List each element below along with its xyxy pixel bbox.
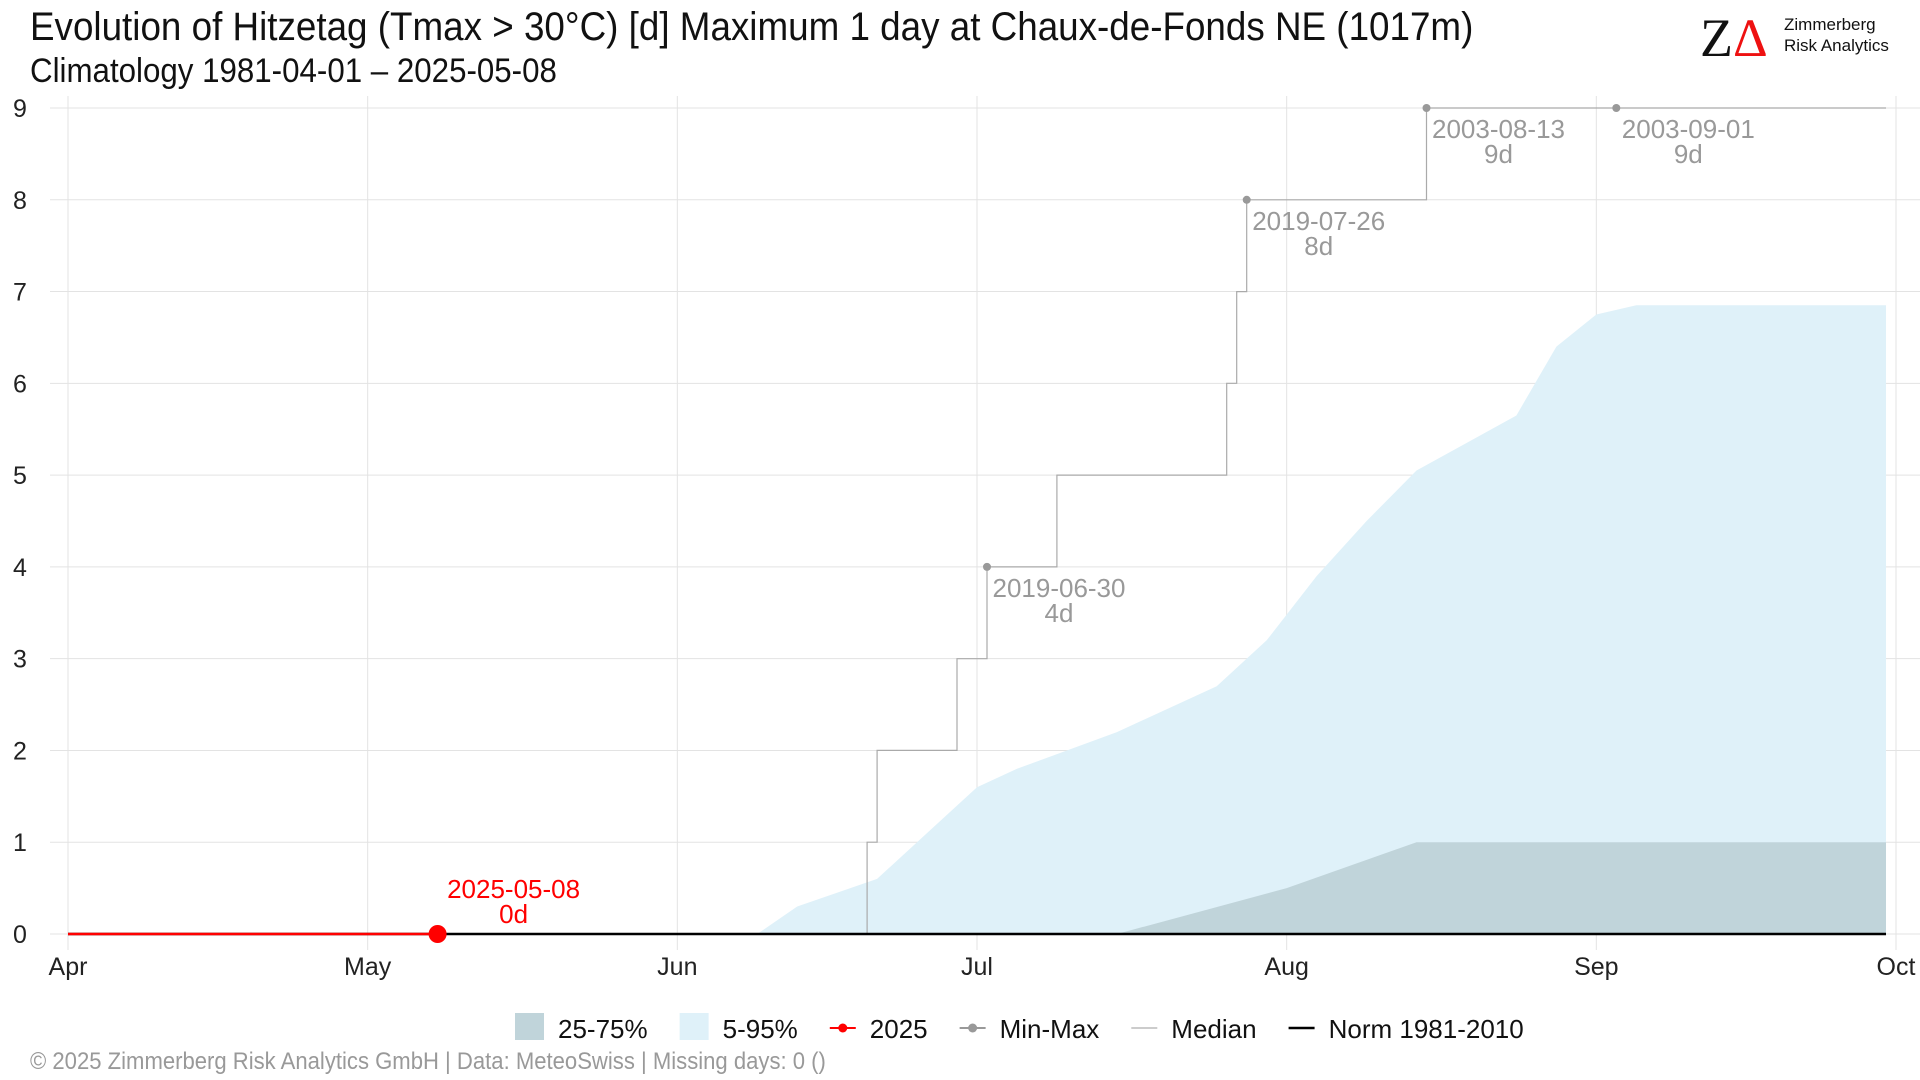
y-tick-label: 4 [13, 554, 27, 582]
y-tick-label: 6 [13, 370, 27, 398]
x-tick-label: Aug [1264, 953, 1308, 981]
chart-subtitle: Climatology 1981-04-01 – 2025-05-08 [30, 52, 557, 90]
band-25-75 [68, 842, 1886, 934]
min-max-date-label: 2019-07-26 [1252, 206, 1385, 236]
y-tick-label: 8 [13, 187, 27, 215]
band-5-95 [68, 305, 1886, 934]
y-tick-label: 0 [13, 921, 27, 949]
min-max-point [982, 562, 991, 571]
legend: 25-75% 5-95% 2025 Min-Max Median Norm 1981-20… [515, 1013, 1524, 1040]
min-max-point [1242, 195, 1251, 204]
y-tick-label: 3 [13, 646, 27, 674]
logo-mark: ZΔ [1700, 8, 1768, 68]
y-tick-label: 7 [13, 279, 27, 307]
annotations: 2019-06-304d2019-07-268d2003-08-139d2003… [447, 104, 1755, 929]
current-year-point [428, 925, 447, 943]
hitzetag-chart: 0 1 2 3 4 5 6 7 8 9 Apr May Jun Jul Aug Sep Oct 2019-06-… [13, 95, 1920, 1040]
current-days-label: 0d [499, 899, 528, 929]
company-logo: ZΔ Zimmerberg Risk Analytics [1700, 8, 1900, 68]
x-tick-label: Sep [1574, 953, 1618, 981]
min-max-date-label: 2019-06-30 [992, 573, 1125, 603]
y-tick-label: 2 [13, 737, 27, 765]
y-tick-label: 9 [13, 95, 27, 123]
min-max-days-label: 4d [1045, 598, 1074, 628]
series-lines [68, 107, 1887, 943]
min-max-date-label: 2003-08-13 [1432, 114, 1565, 144]
min-max-days-label: 8d [1304, 231, 1333, 261]
x-tick-label: Jun [657, 953, 697, 981]
legend-swatch [515, 1013, 544, 1040]
min-max-days-label: 9d [1484, 139, 1513, 169]
x-tick-label: Apr [49, 953, 88, 981]
legend-label: 25-75% [558, 1014, 648, 1040]
min-max-line [68, 107, 1886, 935]
legend-label: Min-Max [1000, 1014, 1100, 1040]
percentile-bands [68, 305, 1886, 934]
legend-label: 5-95% [723, 1014, 798, 1040]
footer-credits: © 2025 Zimmerberg Risk Analytics GmbH | … [30, 1048, 826, 1075]
legend-dot [838, 1023, 848, 1033]
axis-tick-labels: 0 1 2 3 4 5 6 7 8 9 Apr May Jun Jul Aug Sep Oct [13, 95, 1915, 981]
logo-delta-icon: Δ [1733, 8, 1768, 68]
x-tick-label: Jul [961, 953, 993, 981]
x-tick-label: May [344, 953, 392, 981]
min-max-point [1612, 104, 1621, 112]
x-tick-label: Oct [1877, 953, 1916, 981]
logo-text: Zimmerberg Risk Analytics [1784, 15, 1889, 55]
min-max-point [1422, 104, 1431, 112]
legend-label: Median [1171, 1014, 1256, 1040]
y-tick-label: 1 [13, 829, 27, 857]
chart-title: Evolution of Hitzetag (Tmax > 30°C) [d] … [30, 5, 1474, 49]
min-max-days-label: 9d [1674, 139, 1703, 169]
legend-swatch [679, 1013, 709, 1040]
min-max-date-label: 2003-09-01 [1622, 114, 1755, 144]
current-date-label: 2025-05-08 [447, 874, 580, 904]
legend-label: Norm 1981-2010 [1329, 1014, 1524, 1040]
legend-dot [968, 1023, 978, 1033]
legend-label: 2025 [870, 1014, 928, 1040]
y-tick-label: 5 [13, 462, 27, 490]
